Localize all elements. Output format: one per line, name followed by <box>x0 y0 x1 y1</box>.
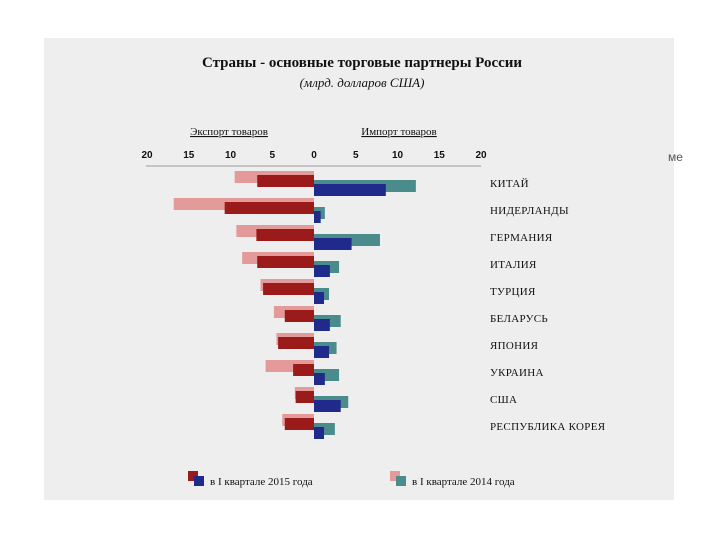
tick-label: 10 <box>225 150 237 161</box>
legend-swatch-2014-import <box>396 476 406 486</box>
category-label: УКРАИНА <box>490 367 544 379</box>
tick-labels: 20 15 10 5 0 5 10 15 20 <box>141 150 487 161</box>
category-label: КИТАЙ <box>490 178 529 190</box>
tick-label: 5 <box>269 150 275 161</box>
bar-import-2015 <box>314 373 325 385</box>
import-header: Импорт товаров <box>361 126 437 138</box>
bar-export-2015 <box>224 202 314 214</box>
bar-import-2015 <box>314 319 330 331</box>
bar-export-2015 <box>293 364 314 376</box>
bar-import-2015 <box>314 400 341 412</box>
category-label: РЕСПУБЛИКА КОРЕЯ <box>490 421 606 433</box>
legend-swatch-2014-export <box>390 471 400 481</box>
export-header: Экспорт товаров <box>190 126 268 138</box>
tick-label: 0 <box>311 150 317 161</box>
category-label: ЯПОНИЯ <box>490 340 539 352</box>
bar-import-2015 <box>314 346 330 358</box>
category-label: США <box>490 394 517 406</box>
tick-label: 20 <box>141 150 153 161</box>
legend-swatch-2015-import <box>194 476 204 486</box>
bar-import-2015 <box>314 292 325 304</box>
bar-import-2015 <box>314 211 321 223</box>
bar-export-2015 <box>263 283 314 295</box>
chart-panel <box>44 38 674 500</box>
bar-export-2015 <box>257 175 314 187</box>
bar-import-2015 <box>314 184 386 196</box>
category-label: ИТАЛИЯ <box>490 259 537 271</box>
category-label: ГЕРМАНИЯ <box>490 232 553 244</box>
legend-swatch-2015-export <box>188 471 198 481</box>
bar-import-2015 <box>314 238 352 250</box>
bar-export-2015 <box>295 391 314 403</box>
bar-import-2015 <box>314 265 330 277</box>
bar-export-2015 <box>257 256 314 268</box>
tick-label: 10 <box>392 150 404 161</box>
category-labels: КИТАЙ НИДЕРЛАНДЫ ГЕРМАНИЯ ИТАЛИЯ ТУРЦИЯ БЕЛАР… <box>490 178 606 433</box>
chart-subtitle: (млрд. долларов США) <box>300 75 425 90</box>
tick-label: 15 <box>183 150 195 161</box>
legend: в I квартале 2015 года в I квартале 2014… <box>188 471 515 488</box>
bar-export-2015 <box>256 229 314 241</box>
legend-label-2014: в I квартале 2014 года <box>412 476 515 488</box>
bars <box>173 171 416 439</box>
category-label: БЕЛАРУСЬ <box>490 313 548 325</box>
chart-title: Страны - основные торговые партнеры Росс… <box>202 55 522 71</box>
tick-label: 15 <box>434 150 446 161</box>
category-label: НИДЕРЛАНДЫ <box>490 205 569 217</box>
bar-export-2015 <box>284 310 314 322</box>
tick-label: 20 <box>475 150 487 161</box>
stray-text: ме <box>668 150 683 164</box>
tick-label: 5 <box>353 150 359 161</box>
bar-export-2015 <box>278 337 314 349</box>
bar-export-2015 <box>284 418 314 430</box>
bar-import-2015 <box>314 427 325 439</box>
category-label: ТУРЦИЯ <box>490 286 536 298</box>
legend-label-2015: в I квартале 2015 года <box>210 476 313 488</box>
